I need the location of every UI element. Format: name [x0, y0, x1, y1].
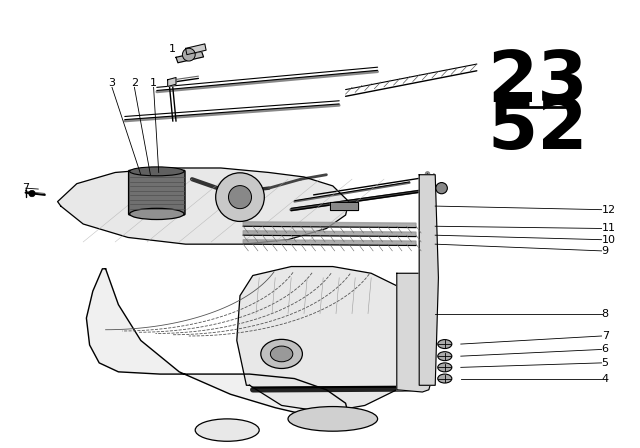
Text: 12: 12 [602, 205, 616, 215]
Polygon shape [419, 175, 438, 385]
Polygon shape [58, 168, 349, 244]
Text: 52: 52 [487, 95, 588, 164]
Polygon shape [186, 44, 206, 55]
Ellipse shape [438, 340, 452, 349]
Text: 5: 5 [602, 358, 609, 368]
Text: 3: 3 [109, 78, 115, 88]
Text: 1: 1 [150, 78, 157, 88]
Ellipse shape [288, 407, 378, 431]
Text: 11: 11 [602, 224, 616, 233]
Circle shape [228, 185, 252, 209]
Text: 8: 8 [602, 309, 609, 319]
Text: 10: 10 [602, 235, 616, 245]
Polygon shape [243, 231, 416, 237]
Text: 9: 9 [602, 246, 609, 256]
Polygon shape [243, 222, 416, 228]
Ellipse shape [438, 363, 452, 372]
Polygon shape [237, 267, 426, 412]
Text: 1: 1 [170, 44, 176, 54]
Polygon shape [243, 240, 416, 246]
Ellipse shape [130, 208, 184, 220]
Ellipse shape [130, 167, 184, 176]
Text: 7: 7 [22, 183, 29, 193]
Circle shape [216, 173, 264, 221]
Polygon shape [176, 52, 204, 63]
Text: 23: 23 [487, 48, 588, 117]
Polygon shape [168, 78, 176, 86]
Ellipse shape [195, 419, 259, 441]
Text: 6: 6 [602, 345, 609, 354]
Text: 7: 7 [602, 331, 609, 341]
Circle shape [29, 190, 35, 197]
Ellipse shape [261, 340, 303, 368]
Circle shape [182, 48, 195, 61]
Polygon shape [397, 273, 434, 392]
Ellipse shape [436, 182, 447, 194]
FancyBboxPatch shape [129, 170, 185, 215]
Ellipse shape [438, 374, 452, 383]
Polygon shape [330, 202, 358, 210]
Ellipse shape [271, 346, 293, 362]
Ellipse shape [438, 352, 452, 361]
Polygon shape [86, 269, 349, 421]
Text: 4: 4 [602, 374, 609, 383]
Text: 2: 2 [131, 78, 138, 88]
